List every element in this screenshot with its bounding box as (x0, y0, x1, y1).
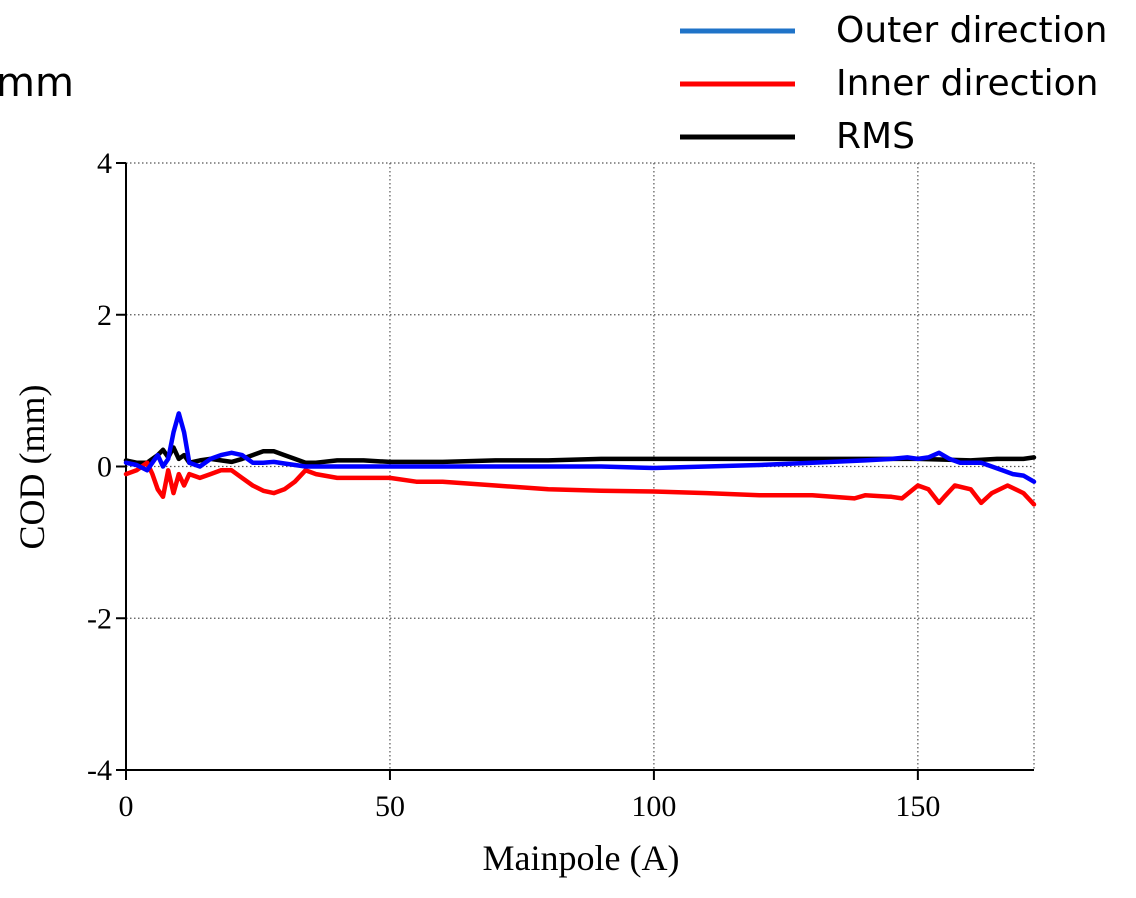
legend-label-rms: RMS (836, 116, 915, 157)
grid-lines (126, 162, 1035, 770)
series-line-rms (123, 445, 1037, 465)
legend: Outer direction Inner direction RMS (680, 10, 1107, 157)
data-series (123, 411, 1037, 507)
x-axis-label: Mainpole (A) (483, 838, 680, 878)
x-tick-label: 100 (631, 790, 676, 823)
y-tick-label: -4 (87, 754, 112, 787)
axes (116, 162, 1034, 780)
legend-label-outer: Outer direction (836, 10, 1107, 51)
y-tick-label: -2 (87, 602, 112, 635)
x-tick-label: 150 (895, 790, 940, 823)
series-line-outer-direction (123, 411, 1037, 484)
tick-labels: 420-2-40 50 100 150 (87, 147, 940, 823)
series-line-inner-direction (123, 460, 1037, 507)
x-tick-label: 0 (119, 790, 134, 823)
legend-label-inner: Inner direction (836, 63, 1098, 104)
slide-partial-text: mm (0, 60, 74, 106)
y-tick-label: 2 (97, 299, 112, 332)
y-tick-label: 4 (97, 147, 112, 180)
y-tick-label: 0 (97, 451, 112, 484)
y-axis-label: COD (mm) (12, 385, 52, 550)
x-tick-label: 50 (375, 790, 405, 823)
